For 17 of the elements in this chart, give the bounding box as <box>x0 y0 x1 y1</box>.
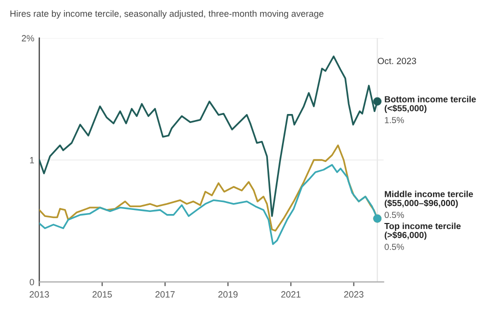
data-label: 0.5% <box>384 244 404 250</box>
x-tick-label: 2013 <box>30 291 49 298</box>
x-tick-label: 2017 <box>155 291 175 298</box>
series-label: Bottom income tercile (<$55,000) <box>384 96 476 114</box>
x-tick-label: 2021 <box>281 291 300 298</box>
y-tick-label: 1 <box>30 157 34 164</box>
series-label: Middle income tercile ($55,000–$96,000) <box>384 190 473 208</box>
data-label: 0.5% <box>384 212 404 218</box>
x-tick-label: 2019 <box>218 291 238 298</box>
y-tick-label: 2% <box>22 35 34 42</box>
series-label: Top income tercile (>$96,000) <box>384 222 461 240</box>
x-tick-label: 2015 <box>92 291 112 298</box>
y-tick-label: 0 <box>30 278 34 286</box>
ref-line-label: Oct. 2023 <box>378 58 416 64</box>
x-tick-label: 2023 <box>344 291 364 298</box>
chart-title: Hires rate by income tercile, seasonally adjusted, three-month moving average <box>10 10 324 19</box>
data-label: 1.5% <box>384 117 404 124</box>
